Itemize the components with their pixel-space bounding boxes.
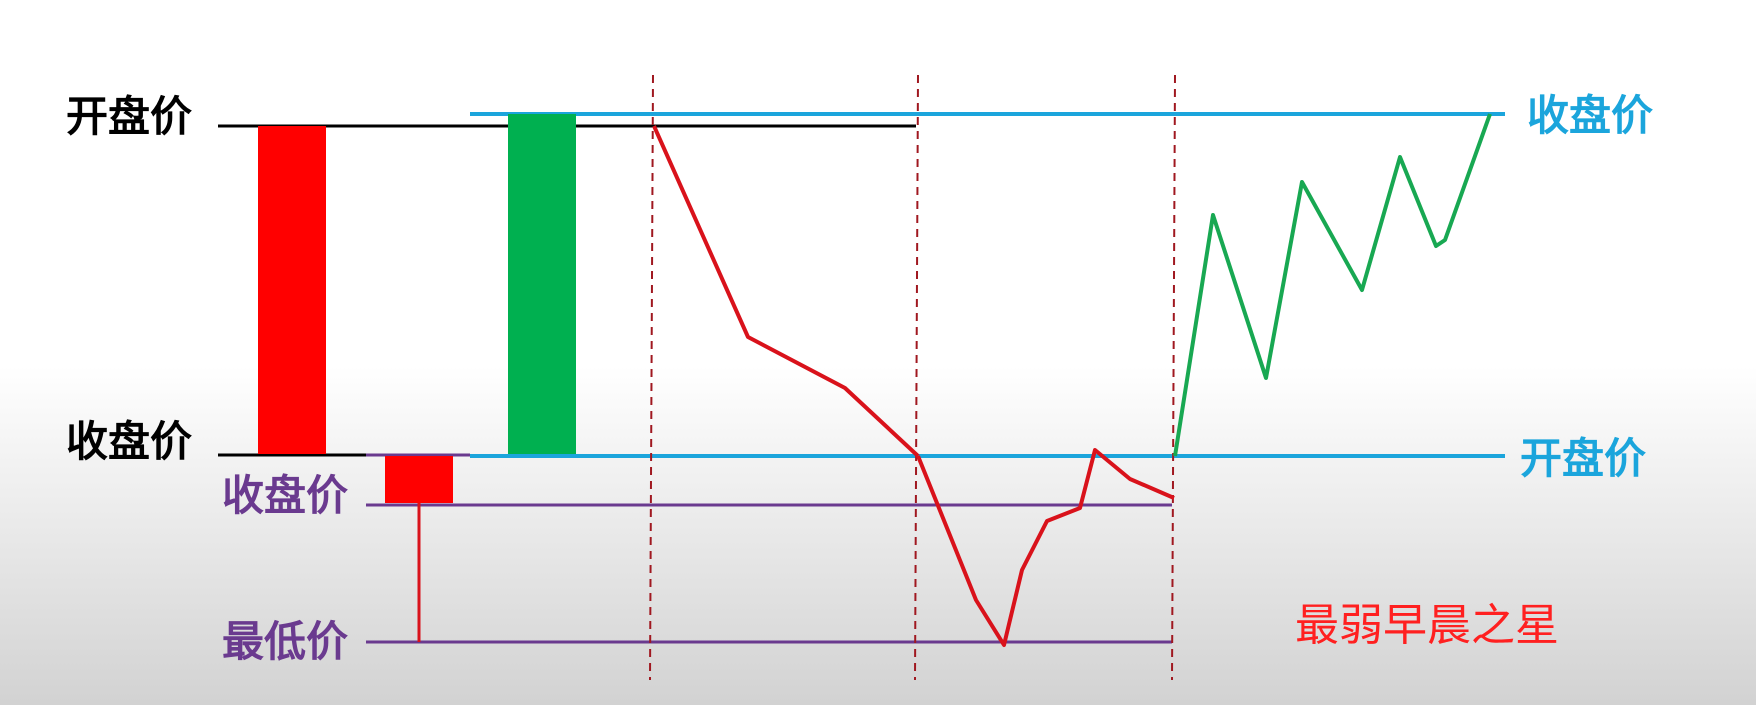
small-close-label: 收盘价 [222,471,348,520]
green-price-path [1173,113,1492,457]
left-close-label: 收盘价 [66,417,192,466]
green-candle [508,114,576,454]
left-open-label: 开盘价 [66,92,192,141]
small-low-label: 最低价 [222,617,348,666]
small-red-candle [385,456,453,503]
right-open-label: 开盘价 [1520,434,1646,483]
red-candle [258,126,326,454]
right-close-label: 收盘价 [1527,91,1653,140]
divider-2 [914,74,919,681]
caption: 最弱早晨之星 [1295,600,1559,651]
red-price-path-2 [916,448,1175,647]
divider-3 [1171,74,1176,681]
divider-1 [649,74,654,681]
red-price-path-1 [652,125,920,458]
